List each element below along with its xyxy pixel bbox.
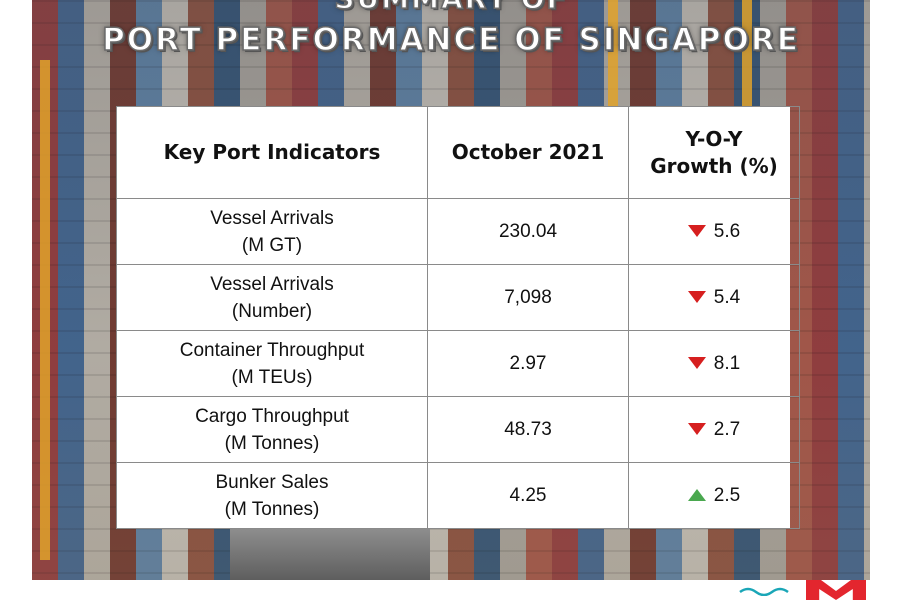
growth-cell: 8.1 xyxy=(628,330,800,397)
triangle-down-icon xyxy=(687,225,706,238)
indicator-unit: (M Tonnes) xyxy=(224,498,320,520)
header-growth: Y-O-Y Growth (%) xyxy=(628,106,800,199)
triangle-down-icon xyxy=(687,423,706,436)
indicator-cell: Vessel Arrivals (M GT) xyxy=(116,198,428,265)
value-cell: 7,098 xyxy=(427,264,629,331)
growth-value: 2.7 xyxy=(713,418,741,440)
crane-pillar xyxy=(742,0,752,120)
table-header-row: Key Port Indicators October 2021 Y-O-Y G… xyxy=(116,106,800,199)
crane-pillar xyxy=(40,60,50,560)
growth-value: 2.5 xyxy=(713,484,741,506)
indicator-unit: (M TEUs) xyxy=(231,366,313,388)
crane-pillar xyxy=(608,0,618,110)
title-top-line: SUMMARY OF xyxy=(32,0,870,16)
indicator-unit: (M GT) xyxy=(241,234,303,256)
table-row: Vessel Arrivals (M GT) 230.04 5.6 xyxy=(116,198,800,265)
indicator-name: Bunker Sales xyxy=(215,471,329,493)
value-cell: 48.73 xyxy=(427,396,629,463)
triangle-up-icon xyxy=(687,489,706,502)
value-cell: 2.97 xyxy=(427,330,629,397)
table-row: Container Throughput (M TEUs) 2.97 8.1 xyxy=(116,330,800,397)
indicator-cell: Bunker Sales (M Tonnes) xyxy=(116,462,428,529)
indicator-cell: Vessel Arrivals (Number) xyxy=(116,264,428,331)
port-indicators-table: Key Port Indicators October 2021 Y-O-Y G… xyxy=(116,106,800,529)
header-period: October 2021 xyxy=(427,106,629,199)
indicator-unit: (Number) xyxy=(231,300,313,322)
indicator-name: Cargo Throughput xyxy=(195,405,349,427)
table-row: Vessel Arrivals (Number) 7,098 5.4 xyxy=(116,264,800,331)
growth-value: 8.1 xyxy=(713,352,741,374)
triangle-down-icon xyxy=(687,357,706,370)
indicators-table: Key Port Indicators October 2021 Y-O-Y G… xyxy=(116,106,800,529)
indicator-unit: (M Tonnes) xyxy=(224,432,320,454)
growth-cell: 2.7 xyxy=(628,396,800,463)
yard-road xyxy=(230,528,430,580)
indicator-cell: Container Throughput (M TEUs) xyxy=(116,330,428,397)
triangle-down-icon xyxy=(687,291,706,304)
page-title: PORT PERFORMANCE OF SINGAPORE xyxy=(101,21,800,59)
value-cell: 4.25 xyxy=(427,462,629,529)
growth-cell: 5.6 xyxy=(628,198,800,265)
growth-value: 5.4 xyxy=(713,286,741,308)
indicator-name: Vessel Arrivals xyxy=(210,273,334,295)
header-indicator: Key Port Indicators xyxy=(116,106,428,199)
value-cell: 230.04 xyxy=(427,198,629,265)
header-growth-line2: Growth (%) xyxy=(650,153,778,178)
mpa-logo-icon xyxy=(806,580,866,600)
header-growth-line1: Y-O-Y xyxy=(685,126,743,151)
table-row: Bunker Sales (M Tonnes) 4.25 2.5 xyxy=(116,462,800,529)
growth-value: 5.6 xyxy=(713,220,741,242)
growth-cell: 2.5 xyxy=(628,462,800,529)
indicator-cell: Cargo Throughput (M Tonnes) xyxy=(116,396,428,463)
table-row: Cargo Throughput (M Tonnes) 48.73 2.7 xyxy=(116,396,800,463)
indicator-name: Vessel Arrivals xyxy=(210,207,334,229)
indicator-name: Container Throughput xyxy=(179,339,365,361)
logo-wave-icon xyxy=(739,587,789,596)
growth-cell: 5.4 xyxy=(628,264,800,331)
